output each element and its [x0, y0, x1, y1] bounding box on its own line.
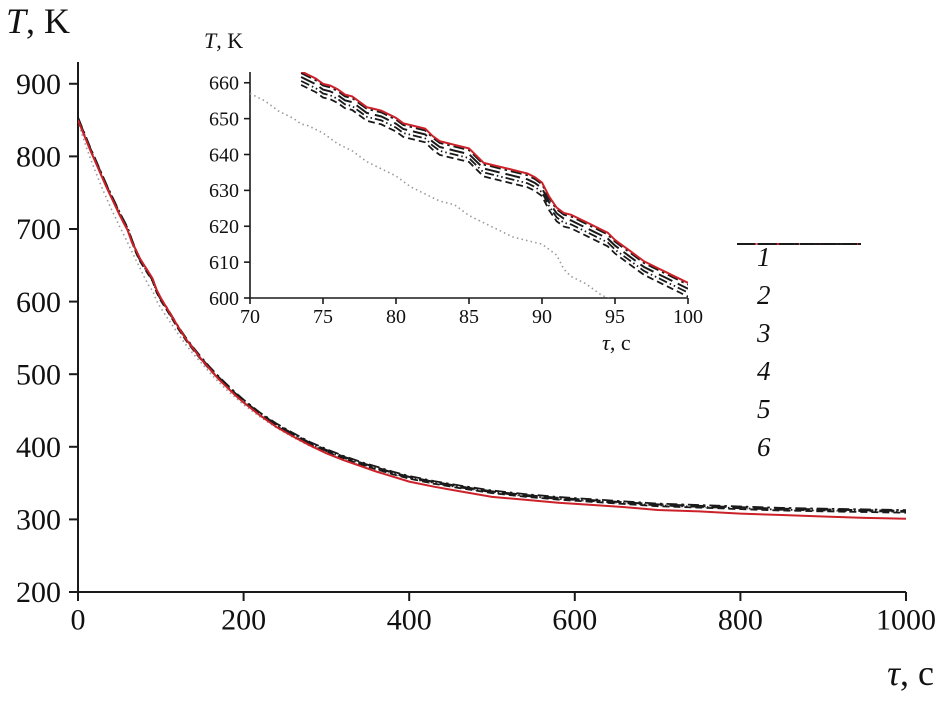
legend: 1 2 3 4 5 6	[735, 238, 940, 466]
main-series-6	[78, 116, 906, 511]
inset-chart: 70 75 80 85 90 95 100 600 610 620 630 640 650 660	[209, 72, 703, 328]
main-x-axis-symbol: τ	[887, 653, 901, 693]
legend-item: 6	[735, 243, 940, 466]
main-x-tick-label: 400	[387, 604, 432, 637]
inset-x-axis-unit: , c	[609, 330, 631, 355]
inset-y-axis-symbol: T	[204, 28, 217, 53]
inset-x-tick-label: 95	[605, 306, 625, 328]
inset-series-1	[300, 72, 688, 284]
inset-series-3	[300, 84, 688, 298]
inset-y-tick-label: 640	[209, 144, 239, 166]
legend-item-label: 5	[757, 393, 771, 424]
inset-x-tick-label: 100	[673, 306, 703, 328]
inset-y-tick-label: 600	[209, 288, 239, 310]
inset-series-4	[300, 80, 688, 294]
inset-x-tick-label: 90	[532, 306, 552, 328]
legend-item-label: 1	[757, 241, 771, 272]
main-x-tick-label: 800	[718, 604, 763, 637]
main-x-axis-title: τ, c	[887, 652, 934, 694]
legend-line-sample	[737, 243, 861, 245]
inset-y-tick-label: 660	[209, 73, 239, 95]
main-x-tick-label: 200	[221, 604, 266, 637]
main-y-tick-label: 700	[16, 213, 61, 246]
inset-y-axis-title: T, K	[204, 28, 243, 54]
legend-item: 2	[735, 243, 940, 314]
inset-x-tick-label: 80	[386, 306, 406, 328]
legend-item: 3	[735, 243, 940, 352]
main-x-tick-label: 600	[552, 604, 597, 637]
main-y-axis-unit: , K	[26, 1, 71, 41]
main-series-2	[78, 120, 906, 513]
main-x-tick-label: 1000	[876, 604, 936, 637]
inset-series-6	[300, 72, 688, 286]
legend-item-label: 4	[757, 355, 771, 386]
main-y-tick-label: 200	[16, 576, 61, 609]
inset-x-axis-symbol: τ	[602, 330, 610, 355]
main-y-tick-label: 300	[16, 504, 61, 537]
inset-x-tick-label: 70	[240, 306, 260, 328]
main-y-axis-title: T, K	[6, 0, 70, 42]
legend-item-label: 6	[757, 431, 771, 462]
main-x-axis-unit: , c	[900, 653, 934, 693]
inset-y-axis-unit: , K	[216, 28, 244, 53]
legend-item: 4	[735, 243, 940, 390]
legend-item-label: 3	[757, 317, 771, 348]
main-chart: 0 200 400 600 800 1000 200 300 400 500 600 700 800 90…	[16, 62, 936, 637]
main-y-tick-label: 400	[16, 431, 61, 464]
main-series-1	[78, 119, 906, 520]
main-y-tick-label: 900	[16, 68, 61, 101]
inset-y-tick-label: 650	[209, 108, 239, 130]
inset-y-tick-label: 610	[209, 252, 239, 274]
inset-series-2	[250, 92, 610, 298]
inset-y-tick-label: 620	[209, 216, 239, 238]
inset-y-tick-label: 630	[209, 180, 239, 202]
main-y-tick-label: 500	[16, 358, 61, 391]
inset-axes	[249, 72, 688, 299]
main-x-tick-label: 0	[71, 604, 86, 637]
main-y-tick-label: 600	[16, 286, 61, 319]
legend-item: 5	[735, 243, 940, 428]
inset-x-axis-title: τ, c	[602, 330, 631, 356]
inset-x-tick-label: 85	[459, 306, 479, 328]
inset-series-5	[300, 76, 688, 290]
main-y-axis-symbol: T	[6, 1, 27, 41]
inset-x-tick-label: 75	[313, 306, 333, 328]
legend-item-label: 2	[757, 279, 771, 310]
main-y-tick-label: 800	[16, 141, 61, 174]
